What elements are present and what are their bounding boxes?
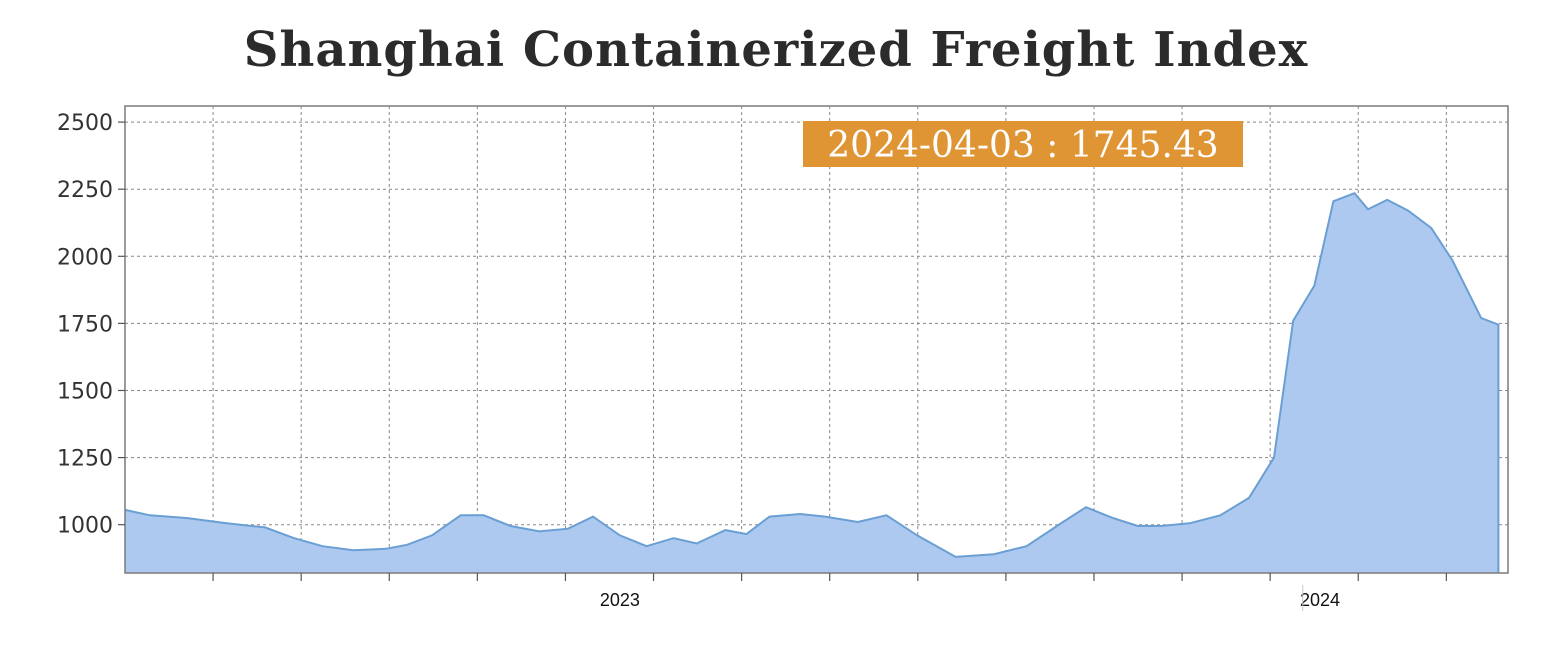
series-area-fill (125, 193, 1499, 573)
y-tick-label: 2500 (57, 111, 113, 136)
y-tick-label: 1250 (57, 447, 113, 472)
x-axis-ticks: 2023 2024 (212, 573, 1447, 611)
y-tick-label: 2000 (57, 245, 113, 270)
series-line (124, 192, 1500, 573)
x-tick-label: 2023 (600, 590, 640, 610)
y-tick-label: 1000 (57, 514, 113, 539)
tooltip: 2024-04-03 : 1745.43 (803, 121, 1243, 167)
y-tick-label: 1500 (57, 379, 113, 404)
y-axis-ticks: 1000 1250 1500 1750 2000 2250 2500 (57, 111, 125, 539)
y-tick-label: 1750 (57, 312, 113, 337)
y-tick-label: 2250 (57, 178, 113, 203)
x-tick-label: 2024 (1300, 590, 1340, 610)
plot-frame (124, 105, 1509, 574)
tooltip-background (803, 121, 1243, 167)
tooltip-text: 2024-04-03 : 1745.43 (827, 125, 1218, 166)
chart-title: Shanghai Containerized Freight Index (243, 22, 1309, 78)
